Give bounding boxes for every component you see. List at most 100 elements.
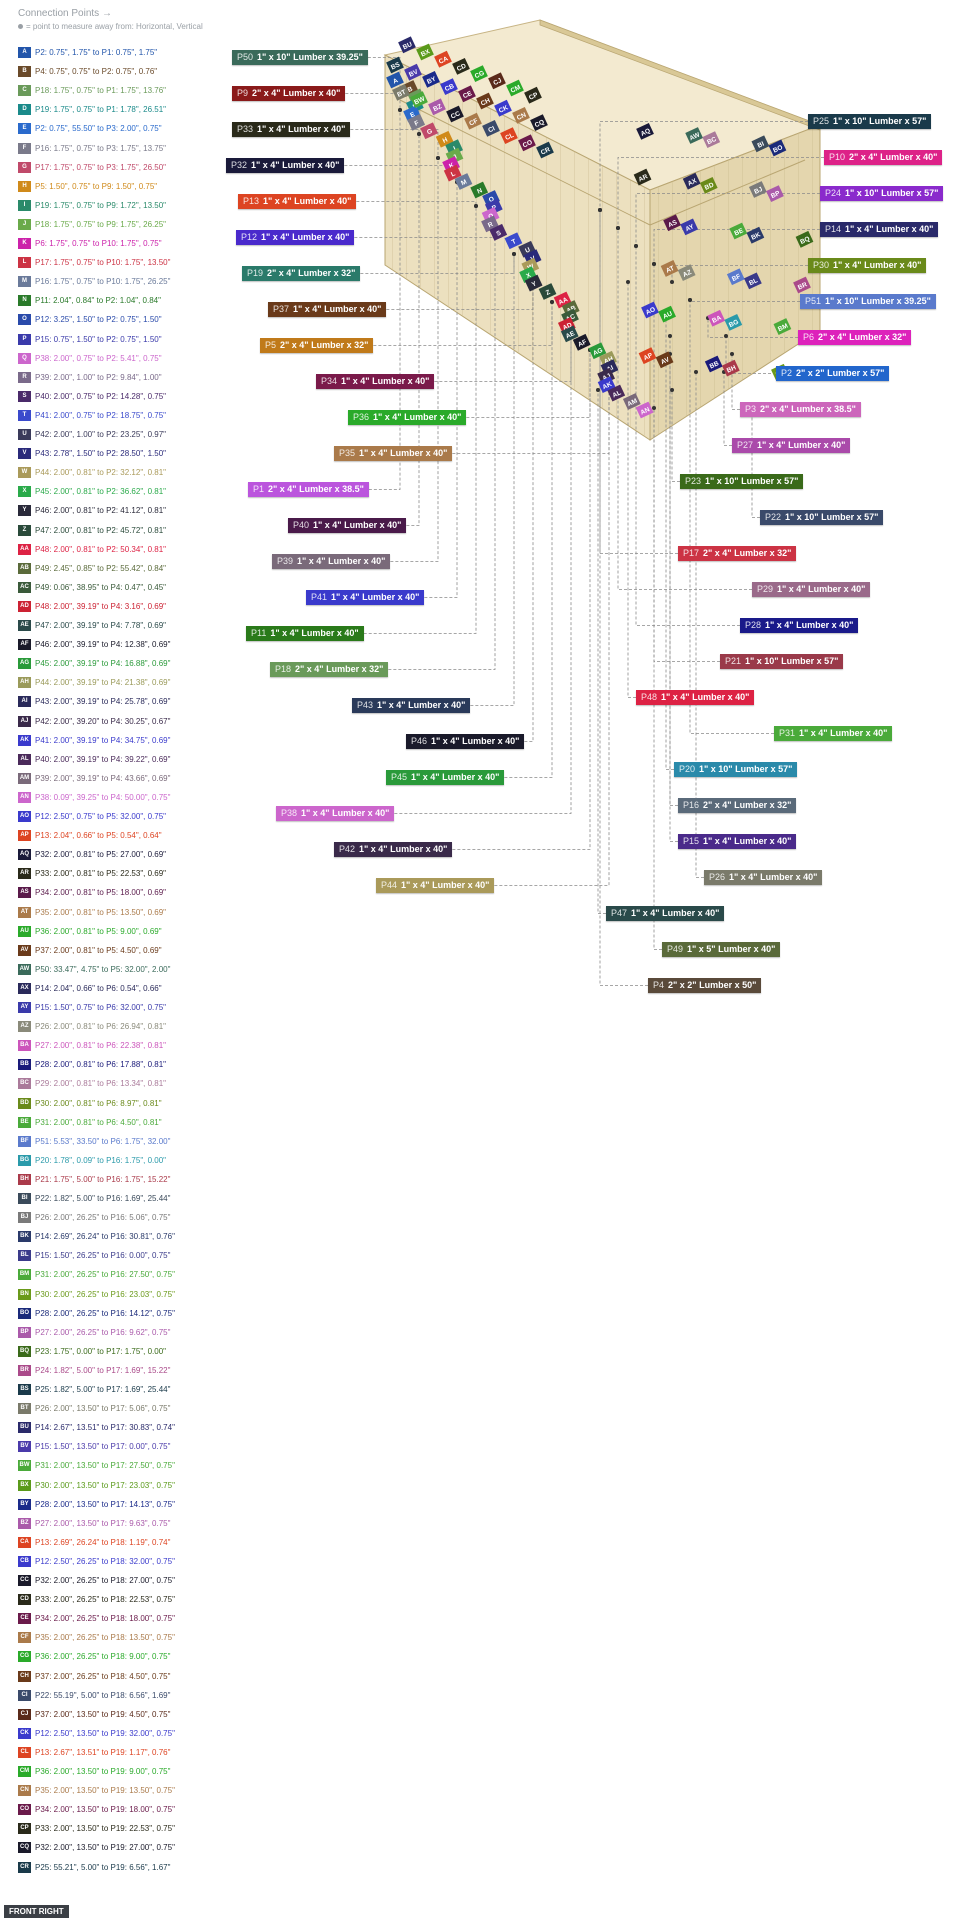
leader-line	[725, 336, 776, 374]
connection-row: CC P32: 2.00", 26.25" to P18: 27.00", 0.7…	[18, 1575, 175, 1589]
connection-code-badge: P	[18, 333, 31, 345]
connection-text: P34: 2.00", 26.25" to P18: 18.00", 0.75"	[35, 1614, 175, 1624]
connection-text: P48: 2.00", 39.19" to P4: 3.16", 0.69"	[35, 601, 167, 611]
connection-tag-code: AN	[640, 406, 652, 416]
connection-tag-code: AK	[602, 381, 614, 391]
connection-tag-code: O	[488, 196, 496, 204]
part-id: P5	[265, 340, 277, 350]
connection-tag-code: AI	[606, 364, 615, 373]
connection-point-tag: J	[445, 147, 464, 165]
connection-text: P50: 33.47", 4.75" to P5: 32.00", 2.00"	[35, 964, 171, 974]
connection-tag-code: P	[491, 204, 498, 212]
part-description: 2" x 4" Lumber x 40"	[252, 88, 341, 98]
part-description: 1" x 10" Lumber x 39.25"	[825, 296, 931, 306]
part-id: P10	[829, 152, 846, 162]
part-id: P35	[339, 448, 356, 458]
part-id: P12	[241, 232, 258, 242]
connection-tag-code: BH	[726, 364, 738, 374]
part-id: P51	[805, 296, 822, 306]
connection-code-badge: B	[18, 66, 31, 78]
connection-tag-code: CN	[516, 111, 528, 121]
connection-text: P41: 2.00", 39.19" to P4: 34.75", 0.69"	[35, 735, 171, 745]
part-description: 1" x 4" Lumber x 40"	[373, 412, 462, 422]
part-label-p45: P45 1" x 4" Lumber x 40"	[386, 770, 505, 785]
connection-text: P20: 1.78", 0.09" to P16: 1.75", 0.00"	[35, 1155, 167, 1165]
connection-code-badge: AM	[18, 772, 31, 784]
connection-code-badge: R	[18, 371, 31, 383]
connection-row: AA P48: 2.00", 0.81" to P2: 50.34", 0.81"	[18, 543, 166, 558]
connection-code-badge: CP	[18, 1823, 31, 1835]
connection-tag-box	[422, 71, 440, 88]
connection-tag-box	[452, 58, 470, 75]
part-id: P34	[321, 376, 338, 386]
connection-row: AE P47: 2.00", 39.19" to P4: 7.78", 0.69"	[18, 620, 166, 634]
connection-tag-code: AR	[637, 173, 649, 183]
connection-text: P16: 1.75", 0.75" to P10: 1.75", 26.25"	[35, 277, 171, 287]
part-label-p15: P15 1" x 4" Lumber x 40"	[678, 834, 797, 849]
connection-point-tag: CA	[434, 50, 452, 68]
connection-tag-box	[599, 350, 617, 368]
connection-row: BL P15: 1.50", 26.25" to P16: 0.00", 0.75…	[18, 1250, 170, 1264]
part-description: 1" x 4" Lumber x 40"	[431, 736, 520, 746]
part-id: P30	[813, 260, 830, 270]
connection-point-tag: CM	[506, 79, 524, 97]
connection-row: CF P35: 2.00", 26.25" to P18: 13.50", 0.7…	[18, 1632, 175, 1646]
leader-line	[669, 336, 678, 806]
connection-text: P38: 0.09", 39.25" to P4: 50.00", 0.75"	[35, 792, 171, 802]
leader-endpoint-dot	[474, 204, 478, 208]
connection-tag-code: I	[452, 145, 457, 152]
connection-code-badge: BO	[18, 1307, 31, 1319]
connection-row: M P16: 1.75", 0.75" to P10: 1.75", 26.25"	[18, 276, 170, 290]
connection-point-tag: CN	[512, 107, 530, 124]
connection-point-tag: Q	[481, 206, 500, 224]
connection-tag-box	[751, 135, 770, 153]
part-description: 2" x 4" Lumber x 32"	[818, 332, 907, 342]
part-label-p1: P1 2" x 4" Lumber x 38.5"	[248, 482, 369, 497]
connection-tag-box	[519, 266, 537, 284]
leader-line	[671, 390, 680, 482]
part-id: P43	[357, 700, 374, 710]
connection-text: P47: 2.00", 0.81" to P2: 45.72", 0.81"	[35, 525, 167, 535]
part-label-p17: P17 2" x 4" Lumber x 32"	[678, 546, 797, 561]
connection-tag-box	[793, 276, 811, 294]
leader-endpoint-dot	[722, 370, 726, 374]
connection-tag-box	[482, 190, 500, 207]
leader-line	[470, 254, 515, 706]
connection-row: T P41: 2.00", 0.75" to P2: 18.75", 0.75"	[18, 409, 166, 424]
view-label-badge[interactable]: FRONT RIGHT	[4, 1905, 69, 1918]
leader-endpoint-dot	[417, 132, 421, 136]
connection-text: P17: 1.75", 0.75" to P3: 1.75", 26.50"	[35, 162, 167, 172]
point-dot-icon	[18, 24, 23, 30]
connection-row: J P18: 1.75", 0.75" to P9: 1.75", 26.25"	[18, 218, 166, 233]
connection-text: P15: 1.50", 13.50" to P17: 0.00", 0.75"	[35, 1442, 171, 1452]
part-id: P38	[281, 808, 298, 818]
connection-code-badge: BG	[18, 1154, 31, 1166]
part-description: 1" x 4" Lumber x 40"	[631, 908, 720, 918]
connection-code-badge: CO	[18, 1804, 31, 1816]
connection-text: P21: 1.75", 5.00" to P16: 1.75", 15.22"	[35, 1174, 171, 1184]
connection-tag-code: BY	[426, 75, 438, 85]
connection-point-tag: AN	[635, 401, 654, 419]
connection-text: P33: 2.00", 13.50" to P19: 22.53", 0.75"	[35, 1824, 175, 1834]
part-id: P2	[781, 368, 793, 378]
connection-code-badge: AE	[18, 620, 31, 631]
connection-tag-box	[416, 43, 434, 61]
part-id: P11	[251, 628, 267, 638]
connection-code-badge: E	[18, 123, 31, 135]
leader-endpoint-dot	[730, 352, 734, 356]
connection-row: CE P34: 2.00", 26.25" to P18: 18.00", 0.7…	[18, 1613, 175, 1627]
connection-tag-box	[748, 181, 767, 198]
connection-code-badge: AG	[18, 658, 31, 670]
connection-row: N P11: 2.04", 0.84" to P2: 1.04", 0.84"	[18, 295, 161, 309]
leader-line	[434, 326, 572, 382]
connection-tag-box	[446, 105, 464, 123]
connection-code-badge: CJ	[18, 1708, 31, 1720]
connection-row: E P2: 0.75", 55.50" to P3: 2.00", 0.75"	[18, 123, 162, 137]
connection-row: AL P40: 2.00", 39.19" to P4: 39.22", 0.69…	[18, 753, 170, 768]
leader-endpoint-dot	[670, 280, 674, 284]
connection-tag-code: BC	[706, 136, 718, 146]
connection-tag-box	[766, 185, 784, 203]
connection-tag-code: AZ	[682, 269, 693, 279]
part-id: P26	[709, 872, 726, 882]
connection-point-tag: BP	[766, 185, 784, 203]
